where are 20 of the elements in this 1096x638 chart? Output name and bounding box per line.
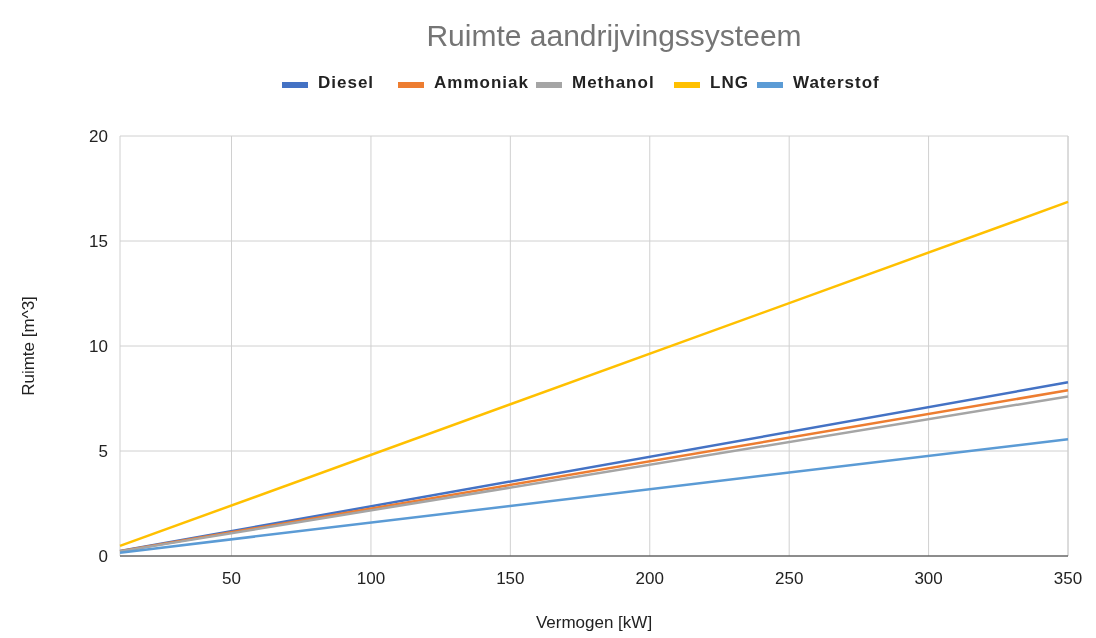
chart-title: Ruimte aandrijvingssysteem: [426, 19, 802, 52]
y-axis-title: Ruimte [m^3]: [19, 296, 38, 396]
x-tick-label: 350: [1053, 569, 1083, 588]
legend-label: Methanol: [572, 73, 655, 92]
legend-label: Waterstof: [793, 73, 880, 92]
legend-label: Ammoniak: [434, 73, 529, 92]
y-tick-label: 5: [98, 441, 108, 461]
y-tick-label: 15: [89, 231, 108, 251]
y-tick-label: 20: [89, 126, 108, 146]
x-tick-label: 300: [914, 569, 943, 588]
y-tick-label: 10: [89, 336, 108, 356]
x-tick-label: 200: [635, 569, 664, 588]
legend-label: Diesel: [318, 73, 375, 92]
x-axis-title: Vermogen [kW]: [535, 613, 653, 632]
x-tick-label: 50: [222, 569, 241, 588]
legend-label: LNG: [710, 73, 749, 92]
y-tick-label: 0: [98, 546, 108, 566]
x-tick-label: 150: [496, 569, 525, 588]
x-tick-label: 100: [356, 569, 386, 588]
x-tick-label: 250: [774, 569, 804, 588]
